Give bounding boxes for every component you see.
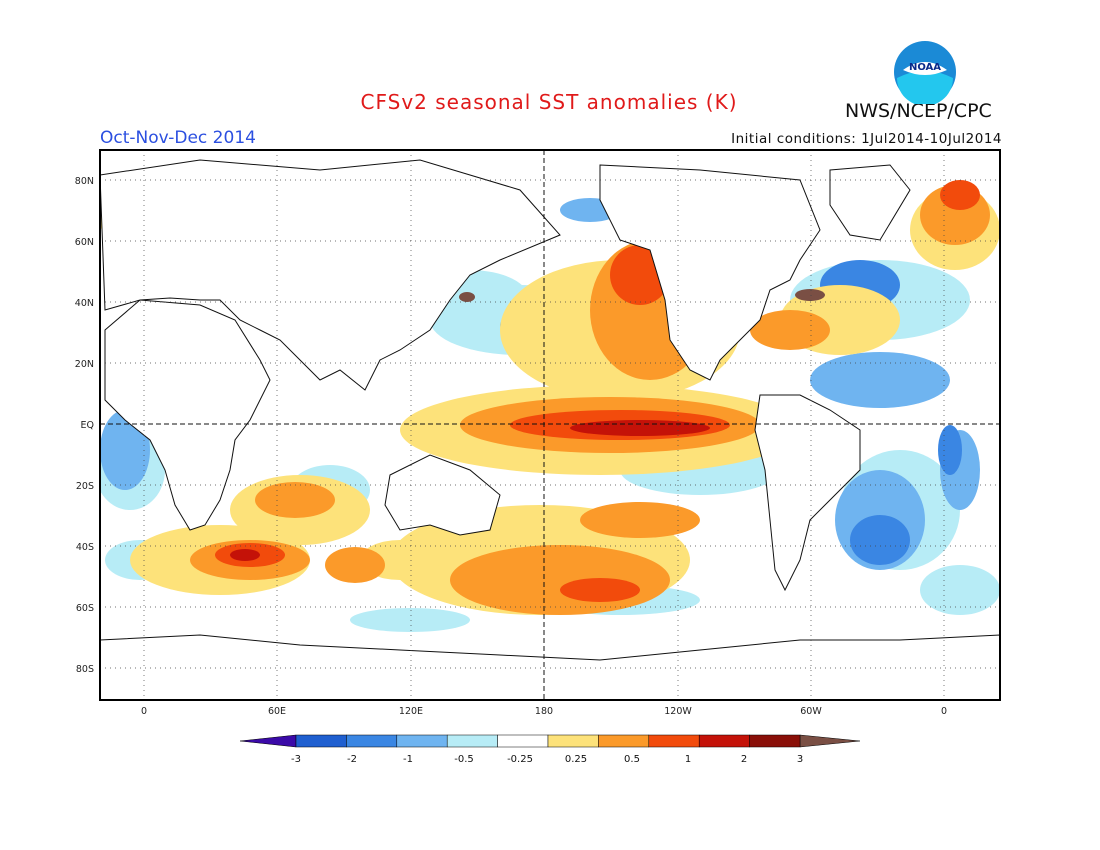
greenland — [829, 164, 911, 241]
colorbar-tick-label: -1 — [403, 754, 413, 765]
noaa-logo-icon: NOAA — [894, 41, 956, 104]
colorbar-tick-label: -3 — [291, 754, 301, 765]
agency-label: NWS/NCEP/CPC — [845, 100, 992, 122]
antarctica — [100, 634, 1000, 700]
initial-conditions-label: Initial conditions: 1Jul2014-10Jul2014 — [731, 131, 1002, 147]
lat-label: 40N — [75, 298, 94, 309]
colorbar — [239, 734, 861, 748]
colorbar-swatch — [547, 734, 599, 748]
colorbar-swatch — [446, 734, 498, 748]
lon-label: 180 — [535, 706, 553, 717]
lon-label: 120W — [664, 706, 692, 717]
grid-lines — [100, 150, 1000, 700]
lon-label: 60W — [800, 706, 822, 717]
north-america — [599, 164, 821, 381]
lat-label: 60S — [76, 603, 94, 614]
logo-text: NOAA — [909, 62, 941, 73]
continents — [100, 159, 1000, 700]
colorbar-swatch — [497, 734, 549, 748]
colorbar-swatch — [598, 734, 650, 748]
lon-label: 60E — [268, 706, 286, 717]
lon-label: 120E — [399, 706, 423, 717]
colorbar-tick-label: -0.25 — [507, 754, 533, 765]
colorbar-tick-label: -2 — [347, 754, 357, 765]
lat-label: EQ — [81, 420, 94, 431]
colorbar-tick-label: 0.25 — [565, 754, 587, 765]
colorbar-tick-label: 0.5 — [624, 754, 640, 765]
lat-label: 20S — [76, 481, 94, 492]
colorbar-swatch — [749, 734, 801, 748]
colorbar-tick-label: 2 — [741, 754, 747, 765]
lat-label: 20N — [75, 359, 94, 370]
lat-axis: 80N 60N 40N 20N EQ 20S 40S 60S 80S — [75, 176, 94, 675]
south-america — [754, 394, 861, 592]
eurasia — [100, 159, 561, 391]
map-title: CFSv2 seasonal SST anomalies (K) — [0, 90, 1099, 114]
lon-label: 0 — [941, 706, 947, 717]
lon-label: 0 — [141, 706, 147, 717]
colorbar-swatch — [295, 734, 347, 748]
colorbar-high-arrow — [799, 734, 861, 748]
colorbar-tick-label: 1 — [685, 754, 691, 765]
colorbar-ticks: -3 -2 -1 -0.5 -0.25 0.25 0.5 1 2 3 — [291, 754, 803, 765]
colorbar-tick-label: 3 — [797, 754, 803, 765]
anomaly-brown — [459, 289, 825, 302]
colorbar-swatch — [346, 734, 398, 748]
equator-dateline — [100, 150, 1000, 700]
lat-label: 60N — [75, 237, 94, 248]
lat-label: 40S — [76, 542, 94, 553]
lon-axis: 0 60E 120E 180 120W 60W 0 — [141, 706, 947, 717]
map-field — [100, 150, 1000, 700]
colorbar-swatch — [648, 734, 700, 748]
colorbar-low-arrow — [239, 734, 297, 748]
colorbar-swatch — [396, 734, 448, 748]
season-label: Oct-Nov-Dec 2014 — [100, 128, 256, 148]
australia — [384, 454, 501, 536]
lat-label: 80S — [76, 664, 94, 675]
map-frame — [99, 149, 1001, 701]
lat-label: 80N — [75, 176, 94, 187]
colorbar-tick-label: -0.5 — [454, 754, 474, 765]
map-title-text: CFSv2 seasonal SST anomalies (K) — [360, 90, 738, 114]
colorbar-swatch — [698, 734, 750, 748]
